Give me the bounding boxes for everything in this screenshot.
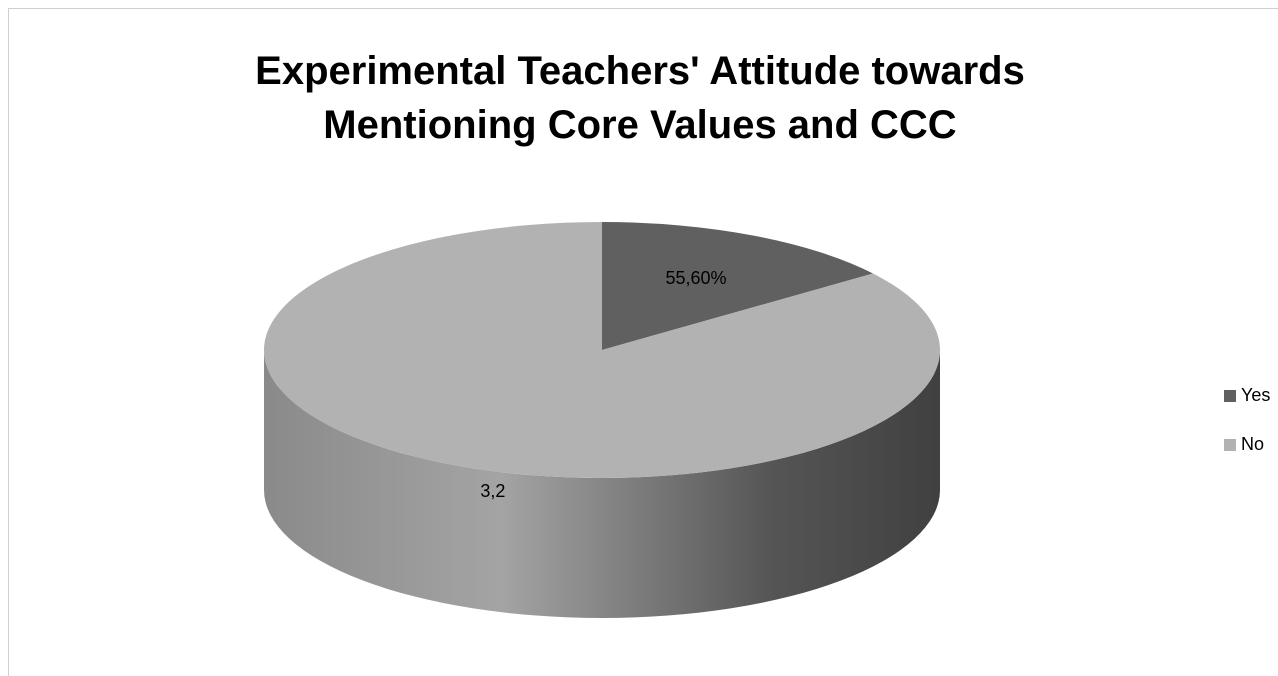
slice <box>602 222 873 350</box>
slice <box>263 222 941 478</box>
legend-swatch <box>1224 390 1236 402</box>
chart-border <box>8 8 1278 676</box>
chart-title: Experimental Teachers' Attitude towards … <box>255 49 1025 147</box>
slice-side <box>264 350 940 618</box>
data-label: 55,60% <box>665 268 726 288</box>
data-label: 3,2 <box>480 481 505 501</box>
legend-label: Yes <box>1241 385 1270 405</box>
legend-label: No <box>1241 434 1264 454</box>
legend-swatch <box>1224 439 1236 451</box>
